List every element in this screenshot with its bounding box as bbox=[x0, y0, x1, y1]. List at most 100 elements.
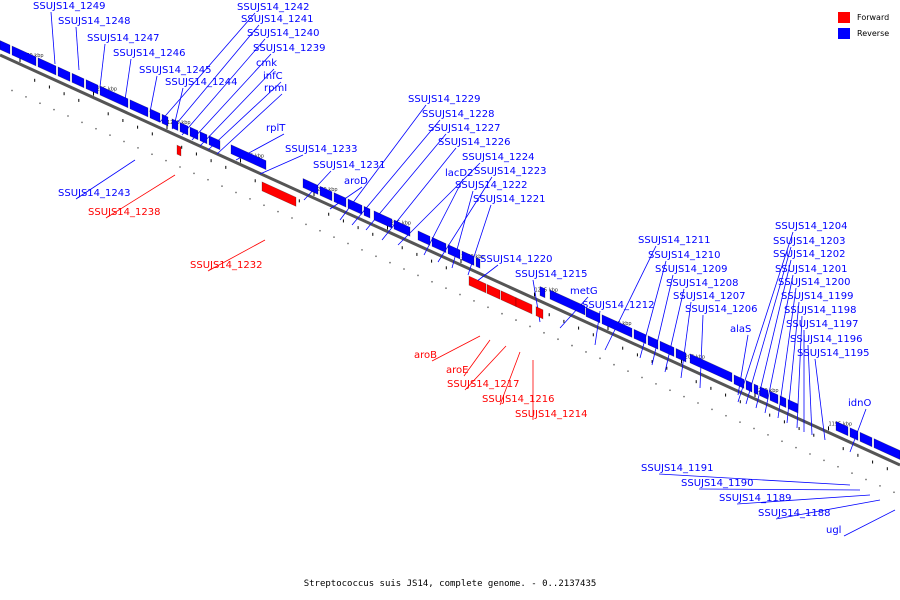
gene-label-ssujs14-1245: SSUJS14_1245 bbox=[139, 65, 212, 76]
track-dot bbox=[235, 191, 237, 194]
gene-block-ssujs14-1238 bbox=[176, 144, 182, 157]
gene-label-infc: infC bbox=[263, 71, 283, 82]
track-dot bbox=[711, 408, 713, 411]
leader-line bbox=[259, 154, 304, 175]
track-dot bbox=[95, 127, 97, 130]
leader-line bbox=[149, 75, 158, 113]
gene-block-ssujs14-1249 bbox=[0, 40, 11, 55]
gene-label-ssujs14-1244: SSUJS14_1244 bbox=[165, 77, 238, 88]
gene-label-aroe: aroE bbox=[446, 365, 468, 376]
leader-line bbox=[658, 473, 851, 486]
track-dot bbox=[669, 389, 671, 392]
gene-block-ssujs14-1216 bbox=[515, 297, 533, 315]
track-dot bbox=[837, 465, 839, 468]
leader-line bbox=[775, 499, 881, 520]
gene-block-ssujs14-1246 bbox=[57, 66, 71, 82]
gene-block-ssujs14-1199 bbox=[787, 399, 799, 414]
gene-label-ssujs14-1243: SSUJS14_1243 bbox=[58, 188, 131, 199]
track-dot bbox=[165, 159, 167, 162]
leader-line bbox=[499, 351, 521, 406]
genome-backbone bbox=[0, 53, 900, 467]
gene-block-ssujs14-1208 bbox=[659, 340, 675, 358]
gene-label-ssujs14-1248: SSUJS14_1248 bbox=[58, 16, 131, 27]
track-dot bbox=[249, 197, 251, 200]
track-dot bbox=[571, 344, 573, 347]
track-dot bbox=[585, 351, 587, 353]
gene-block-rplt bbox=[208, 135, 221, 151]
gene-label-ssujs14-1229: SSUJS14_1229 bbox=[408, 94, 481, 105]
gene-label-ssujs14-1241: SSUJS14_1241 bbox=[241, 14, 314, 25]
gene-block-ssujs14-1200 bbox=[779, 395, 787, 409]
gene-labels: SSUJS14_1249 SSUJS14_1248 SSUJS14_1247 SSUJ… bbox=[33, 1, 871, 536]
track-dot bbox=[487, 306, 489, 309]
track-dot bbox=[347, 242, 349, 245]
gene-block-ssujs14-1240 bbox=[161, 113, 169, 127]
gene-block-ssujs14-1231 bbox=[302, 178, 319, 195]
gene-block-ssujs14-1243 bbox=[99, 85, 129, 109]
gene-block-ssujs14-1242 bbox=[129, 99, 149, 118]
gene-block-ssujs14-1201 bbox=[769, 390, 779, 405]
leader-line bbox=[843, 509, 896, 537]
gene-block-ssujs14-1209 bbox=[647, 335, 659, 350]
gene-block-ssujs14-1211 bbox=[601, 314, 633, 338]
gene-block-ssujs14-1204 bbox=[745, 379, 753, 393]
track-dot bbox=[67, 115, 69, 117]
track-dot bbox=[305, 223, 307, 226]
gene-block-ssujs14-1195 bbox=[873, 438, 900, 460]
leader-line bbox=[75, 26, 80, 71]
gene-block-ssujs14-1224 bbox=[393, 219, 411, 237]
leader-line bbox=[745, 246, 792, 405]
track-dot bbox=[291, 217, 293, 219]
track-dot bbox=[893, 491, 895, 494]
leader-line bbox=[849, 408, 867, 453]
leader-line bbox=[737, 231, 794, 403]
gene-label-ssujs14-1217: SSUJS14_1217 bbox=[447, 379, 520, 390]
gene-block-rpmi bbox=[199, 131, 208, 145]
track-dot bbox=[795, 446, 797, 449]
gene-block-ssujs14-1220 bbox=[475, 256, 481, 269]
track-dot bbox=[809, 453, 811, 455]
track-dot bbox=[627, 370, 629, 372]
leader-line bbox=[397, 162, 481, 246]
track-dot bbox=[151, 153, 153, 156]
gene-label-ssujs14-1211: SSUJS14_1211 bbox=[638, 235, 711, 246]
track-dot bbox=[39, 102, 41, 105]
gene-block-ssujs14-1233 bbox=[230, 144, 267, 171]
leader-line bbox=[764, 274, 794, 414]
track-dot bbox=[823, 459, 825, 462]
gene-label-lacd2: lacD2 bbox=[445, 168, 473, 179]
leader-line bbox=[329, 186, 363, 210]
track-dot bbox=[193, 172, 195, 175]
gene-block-ssujs14-1221 bbox=[461, 250, 475, 266]
gene-block-ssujs14-1210 bbox=[633, 328, 647, 345]
track-dot bbox=[277, 210, 279, 213]
gene-label-rpmi: rpmI bbox=[264, 83, 287, 94]
legend-label-reverse: Reverse bbox=[857, 28, 890, 38]
gene-label-ssujs14-1226: SSUJS14_1226 bbox=[438, 137, 511, 148]
legend-label-forward: Forward bbox=[857, 12, 890, 22]
gene-label-ssujs14-1239: SSUJS14_1239 bbox=[253, 43, 326, 54]
gene-label-ssujs14-1240: SSUJS14_1240 bbox=[247, 28, 320, 39]
gene-block-ssujs14-1226 bbox=[373, 210, 393, 229]
gene-block-ssujs14-1203 bbox=[753, 383, 759, 396]
leader-line bbox=[699, 314, 704, 389]
track-dot bbox=[529, 325, 531, 328]
dotted-guide-track bbox=[11, 89, 895, 494]
legend-item-forward: Forward bbox=[838, 9, 889, 25]
gene-block-ssujs14-1241 bbox=[149, 108, 161, 123]
gene-label-ssujs14-1197: SSUJS14_1197 bbox=[786, 319, 859, 330]
leader-line bbox=[680, 301, 692, 379]
gene-label-ssujs14-1249: SSUJS14_1249 bbox=[33, 1, 106, 12]
track-dot bbox=[263, 204, 265, 207]
leader-line bbox=[559, 296, 589, 329]
leader-line bbox=[105, 174, 176, 219]
track-dot bbox=[221, 185, 223, 188]
track-dot bbox=[25, 95, 27, 98]
gene-label-ssujs14-1227: SSUJS14_1227 bbox=[428, 123, 501, 134]
gene-block-ssujs14-1228 bbox=[347, 198, 363, 215]
track-dot bbox=[865, 478, 867, 481]
leader-line bbox=[199, 68, 275, 147]
leader-line bbox=[75, 159, 136, 200]
gene-block-aroe bbox=[486, 283, 501, 300]
